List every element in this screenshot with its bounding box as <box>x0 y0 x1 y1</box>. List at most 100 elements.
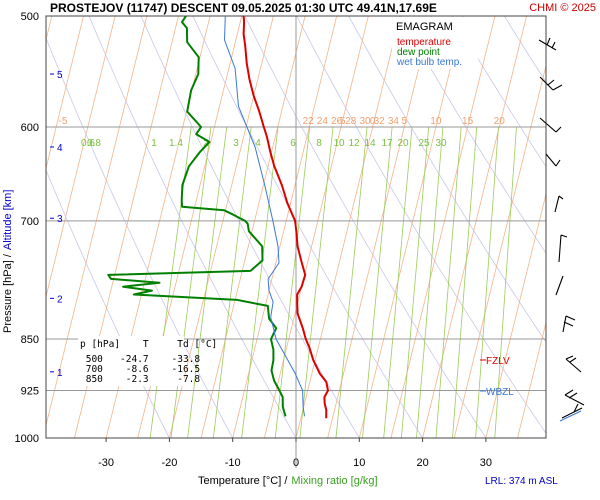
isotherm <box>549 16 600 438</box>
pressure-axis: 500 600 700 850 925 1000 <box>15 11 39 445</box>
isotherm-label: 22 <box>303 116 315 127</box>
mixing-ratio-label: 0.6 <box>81 138 95 149</box>
mixing-ratio-label: 17 <box>381 138 393 149</box>
temperature-axis: -30 -20 -10 0 10 20 30 <box>98 438 492 469</box>
legend-box <box>392 17 478 69</box>
table-row: 700 -8.6 -16.5 <box>80 364 200 375</box>
isotherm-label: 5 <box>402 116 408 127</box>
mixing-ratio-line <box>383 126 413 438</box>
mixing-ratio-line <box>362 126 393 438</box>
pressure-tick-label: 1000 <box>15 433 39 445</box>
dry-adiabat <box>504 16 546 83</box>
isotherm-label: -5 <box>59 116 68 127</box>
isotherm <box>46 16 116 299</box>
isotherm-label: 10 <box>430 116 442 127</box>
isotherm <box>422 16 527 438</box>
isotherm <box>46 16 148 427</box>
table-row: 850 -2.3 -7.8 <box>80 374 200 385</box>
wind-barb <box>561 403 583 419</box>
mixing-ratio-line <box>212 126 252 438</box>
isotherm-label: 24 <box>317 116 329 127</box>
mixing-ratio-line <box>416 126 444 438</box>
y-axis-title: Pressure [hPa] / Altitude [km] <box>2 190 14 333</box>
mixing-ratio-line <box>241 126 279 438</box>
series-line-temperature <box>242 16 329 419</box>
isotherm <box>263 16 369 438</box>
pressure-tick-label: 600 <box>21 122 39 134</box>
mixing-ratio-label: 1.4 <box>169 138 183 149</box>
wind-barb <box>539 76 563 91</box>
isotherm <box>453 64 546 438</box>
isotherm <box>517 320 546 438</box>
values-table-box <box>78 336 184 386</box>
table-row: 500 -24.7 -33.8 <box>80 354 200 365</box>
mixing-ratio-line <box>170 126 212 438</box>
wbzl-label: WBZL <box>486 387 514 398</box>
isotherm-label: 32 <box>374 116 386 127</box>
series-line-dew-point <box>107 16 287 417</box>
legend-title: EMAGRAM <box>396 21 453 33</box>
dry-adiabat <box>452 16 546 168</box>
mixing-ratio-label: 20 <box>397 138 409 149</box>
dry-adiabat <box>88 16 297 438</box>
isotherm-label: 34 <box>388 116 400 127</box>
legend-item-temperature: temperature <box>397 37 451 48</box>
mixing-ratio-line <box>274 126 311 438</box>
altitude-tick-label: 2 <box>57 294 63 305</box>
isotherm-label: 15 <box>462 116 474 127</box>
temperature-tick-label: -20 <box>161 457 177 469</box>
mixing-ratio-line <box>400 126 430 438</box>
mixing-ratio-line <box>299 126 334 438</box>
temperature-axis-title: Temperature [°C] / <box>198 475 288 487</box>
altitude-axis: 5 4 3 2 1 <box>50 70 63 379</box>
isotherm <box>485 192 546 438</box>
pressure-tick-label: 850 <box>21 334 39 346</box>
values-table: p [hPa] T Td [°C] 500 -24.7 -33.8 700 -8… <box>78 336 217 386</box>
wind-barb <box>562 315 576 333</box>
x-axis-title: Temperature [°C] / Mixing ratio [g/kg] <box>198 475 378 487</box>
isotherm-label: -5 <box>337 116 346 127</box>
lrl-note: LRL: 374 m ASL <box>485 476 558 487</box>
mixing-ratio-label: 25 <box>418 138 430 149</box>
mixing-ratio-line <box>187 126 228 438</box>
wind-barb <box>565 355 582 373</box>
chart-title: PROSTEJOV (11747) DESCENT 09.05.2025 01:… <box>50 1 437 15</box>
wind-barb <box>564 389 585 406</box>
isotherm-label: 26 <box>331 116 343 127</box>
pressure-axis-title: Pressure [hPa] / <box>2 253 14 333</box>
wind-barb-surface <box>559 410 582 422</box>
pressure-tick-label: 700 <box>21 216 39 228</box>
temperature-tick-label: -10 <box>225 457 241 469</box>
isotherm-label: 0 <box>370 116 376 127</box>
temperature-tick-label: -30 <box>98 457 114 469</box>
legend-item-wetbulb: wet bulb temp. <box>396 57 462 68</box>
pressure-tick-label: 500 <box>21 11 39 23</box>
isotherm <box>390 16 496 438</box>
isotherm-label: 20 <box>494 116 506 127</box>
wind-barb <box>538 37 557 51</box>
mixing-ratio-label: 10 <box>333 138 345 149</box>
mixing-ratio-label: 0.8 <box>87 138 101 149</box>
mixing-ratio-label: 4 <box>255 138 261 149</box>
wind-barbs <box>538 37 585 422</box>
altitude-tick-label: 3 <box>57 214 63 225</box>
wind-barb <box>554 195 564 213</box>
mixing-ratio-line <box>452 126 478 438</box>
isotherm <box>200 16 306 438</box>
mixing-ratio-label: 1 <box>151 138 157 149</box>
mixing-ratio-label: 30 <box>435 138 447 149</box>
temperature-tick-label: 20 <box>416 457 428 469</box>
level-markers: FZLV WBZL <box>480 356 514 398</box>
mixing-axis-title: Mixing ratio [g/kg] <box>291 475 377 487</box>
mixing-ratio-line <box>494 126 517 438</box>
mixing-ratio-label: 14 <box>364 138 376 149</box>
mixing-ratio-label: 3 <box>233 138 239 149</box>
copyright: CHMI © 2025 <box>529 2 596 14</box>
wind-barb <box>558 234 568 263</box>
altitude-tick-label: 5 <box>57 70 63 81</box>
table-header: p [hPa] T Td [°C] <box>80 339 217 350</box>
isotherm <box>295 16 401 438</box>
chart-legend: EMAGRAM temperature dew point wet bulb t… <box>392 17 478 69</box>
sounding-curves <box>107 16 329 419</box>
